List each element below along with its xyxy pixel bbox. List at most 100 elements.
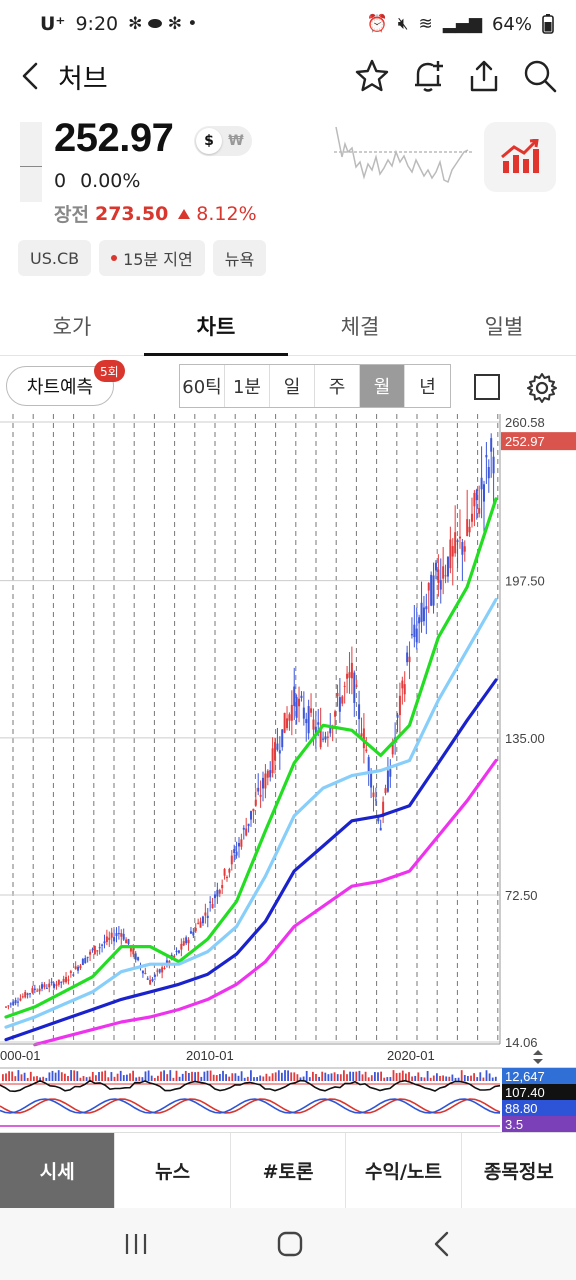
volume-bar — [234, 1073, 237, 1081]
candle-body — [283, 712, 286, 733]
volume-bar — [423, 1077, 426, 1081]
tab-orderbook[interactable]: 호가 — [52, 314, 92, 339]
candle-body — [259, 794, 262, 797]
volume-bar — [318, 1076, 320, 1081]
battery-level: 64% — [491, 13, 532, 35]
stochastic-fast-line — [0, 1098, 501, 1114]
candle-body — [490, 438, 493, 452]
candle-body — [269, 770, 272, 778]
volume-bar — [488, 1073, 491, 1081]
home-icon[interactable] — [276, 1230, 304, 1258]
tab-trades[interactable]: 체결 — [340, 314, 380, 339]
volume-bar — [330, 1073, 333, 1081]
currency-krw-option[interactable]: ₩ — [228, 133, 244, 149]
candle-body — [434, 562, 437, 571]
bell-plus-icon — [415, 61, 443, 92]
fullscreen-checkbox[interactable] — [474, 374, 500, 400]
volume-bar — [349, 1071, 351, 1081]
volume-bar — [20, 1074, 23, 1081]
candle-body — [144, 972, 147, 974]
candle-body — [199, 921, 202, 928]
candle-body — [115, 933, 118, 937]
candle-body — [382, 801, 385, 817]
bottom-tab-discussion[interactable]: #토론 — [231, 1133, 347, 1208]
candle-body — [257, 787, 260, 792]
volume-bar — [225, 1074, 227, 1081]
period-week[interactable]: 주 — [315, 365, 360, 407]
favorite-button[interactable] — [352, 56, 392, 96]
recent-apps-icon[interactable] — [123, 1232, 149, 1256]
volume-bar — [95, 1075, 97, 1081]
volume-bar — [482, 1077, 485, 1081]
candle-body — [168, 960, 171, 964]
current-price-tag — [501, 432, 576, 451]
candle-body — [408, 656, 411, 663]
period-60tick[interactable]: 60틱 — [180, 365, 225, 407]
bottom-tab-quote[interactable]: 시세 — [0, 1133, 116, 1208]
candle-body — [406, 652, 409, 663]
volume-bar — [172, 1077, 175, 1081]
bottom-tab-stock-info[interactable]: 종목정보 — [483, 1161, 554, 1183]
volume-bar — [17, 1070, 20, 1081]
candle-body — [230, 855, 233, 865]
candle-body — [463, 546, 466, 552]
volume-bar — [256, 1077, 258, 1081]
candle-body — [300, 695, 303, 698]
tab-chart[interactable]: 차트 — [144, 296, 288, 356]
volume-bar — [141, 1077, 144, 1081]
candle-body — [266, 770, 269, 778]
search-button[interactable] — [520, 56, 560, 96]
volume-bar — [200, 1076, 203, 1081]
macd-line — [0, 1079, 501, 1093]
candle-body — [391, 741, 394, 755]
volume-bar — [287, 1070, 289, 1081]
volume-bar — [377, 1072, 379, 1081]
bottom-tabs: 시세 뉴스 #토론 수익/노트 종목정보 — [0, 1132, 576, 1208]
candle-body — [262, 777, 265, 789]
chart-settings-button[interactable] — [524, 370, 560, 406]
moving-average-line — [4, 678, 498, 1042]
period-1min[interactable]: 1분 — [225, 365, 270, 407]
period-day[interactable]: 일 — [270, 365, 315, 407]
y-tick-label: 135.00 — [505, 731, 545, 746]
volume-bar — [110, 1072, 113, 1081]
currency-toggle[interactable]: $ ₩ — [194, 126, 252, 156]
back-button[interactable] — [2, 48, 58, 104]
volume-bar — [206, 1070, 209, 1081]
volume-bar — [448, 1076, 451, 1081]
candle-body — [29, 993, 32, 995]
volume-bar — [129, 1073, 131, 1081]
chart-shortcut-button[interactable] — [484, 122, 556, 192]
candle-body — [398, 695, 401, 716]
candle-body — [446, 556, 449, 577]
volume-bar — [215, 1075, 218, 1081]
currency-usd-option[interactable]: $ — [196, 128, 222, 154]
volume-bar — [64, 1073, 66, 1081]
volume-bar — [70, 1070, 72, 1081]
price-chart-svg[interactable]: 260.58 197.50 135.00 72.50 14.06 252.97 000-0… — [0, 414, 576, 1132]
candle-body — [415, 628, 418, 643]
candle-body — [353, 672, 356, 703]
volume-bar — [355, 1071, 358, 1081]
volume-bar — [321, 1071, 324, 1081]
volume-bar — [82, 1076, 85, 1081]
price-chart[interactable]: 260.58 197.50 135.00 72.50 14.06 252.97 000-0… — [0, 414, 576, 1132]
volume-bar — [212, 1074, 215, 1081]
candle-body — [430, 574, 433, 606]
volume-bar — [132, 1070, 134, 1081]
share-button[interactable] — [464, 56, 504, 96]
volume-bar — [14, 1076, 17, 1081]
candle-body — [204, 912, 207, 916]
period-year[interactable]: 년 — [419, 377, 436, 398]
bottom-tab-news[interactable]: 뉴스 — [115, 1133, 231, 1208]
back-nav-icon[interactable] — [431, 1230, 453, 1258]
search-icon — [524, 60, 557, 93]
candle-body — [374, 799, 377, 801]
volume-bar — [11, 1071, 14, 1081]
candle-body — [242, 827, 245, 830]
alert-add-button[interactable] — [408, 56, 448, 96]
tab-daily[interactable]: 일별 — [484, 314, 524, 339]
candle-body — [192, 931, 195, 936]
period-month[interactable]: 월 — [360, 365, 405, 407]
bottom-tab-returns[interactable]: 수익/노트 — [346, 1133, 462, 1208]
